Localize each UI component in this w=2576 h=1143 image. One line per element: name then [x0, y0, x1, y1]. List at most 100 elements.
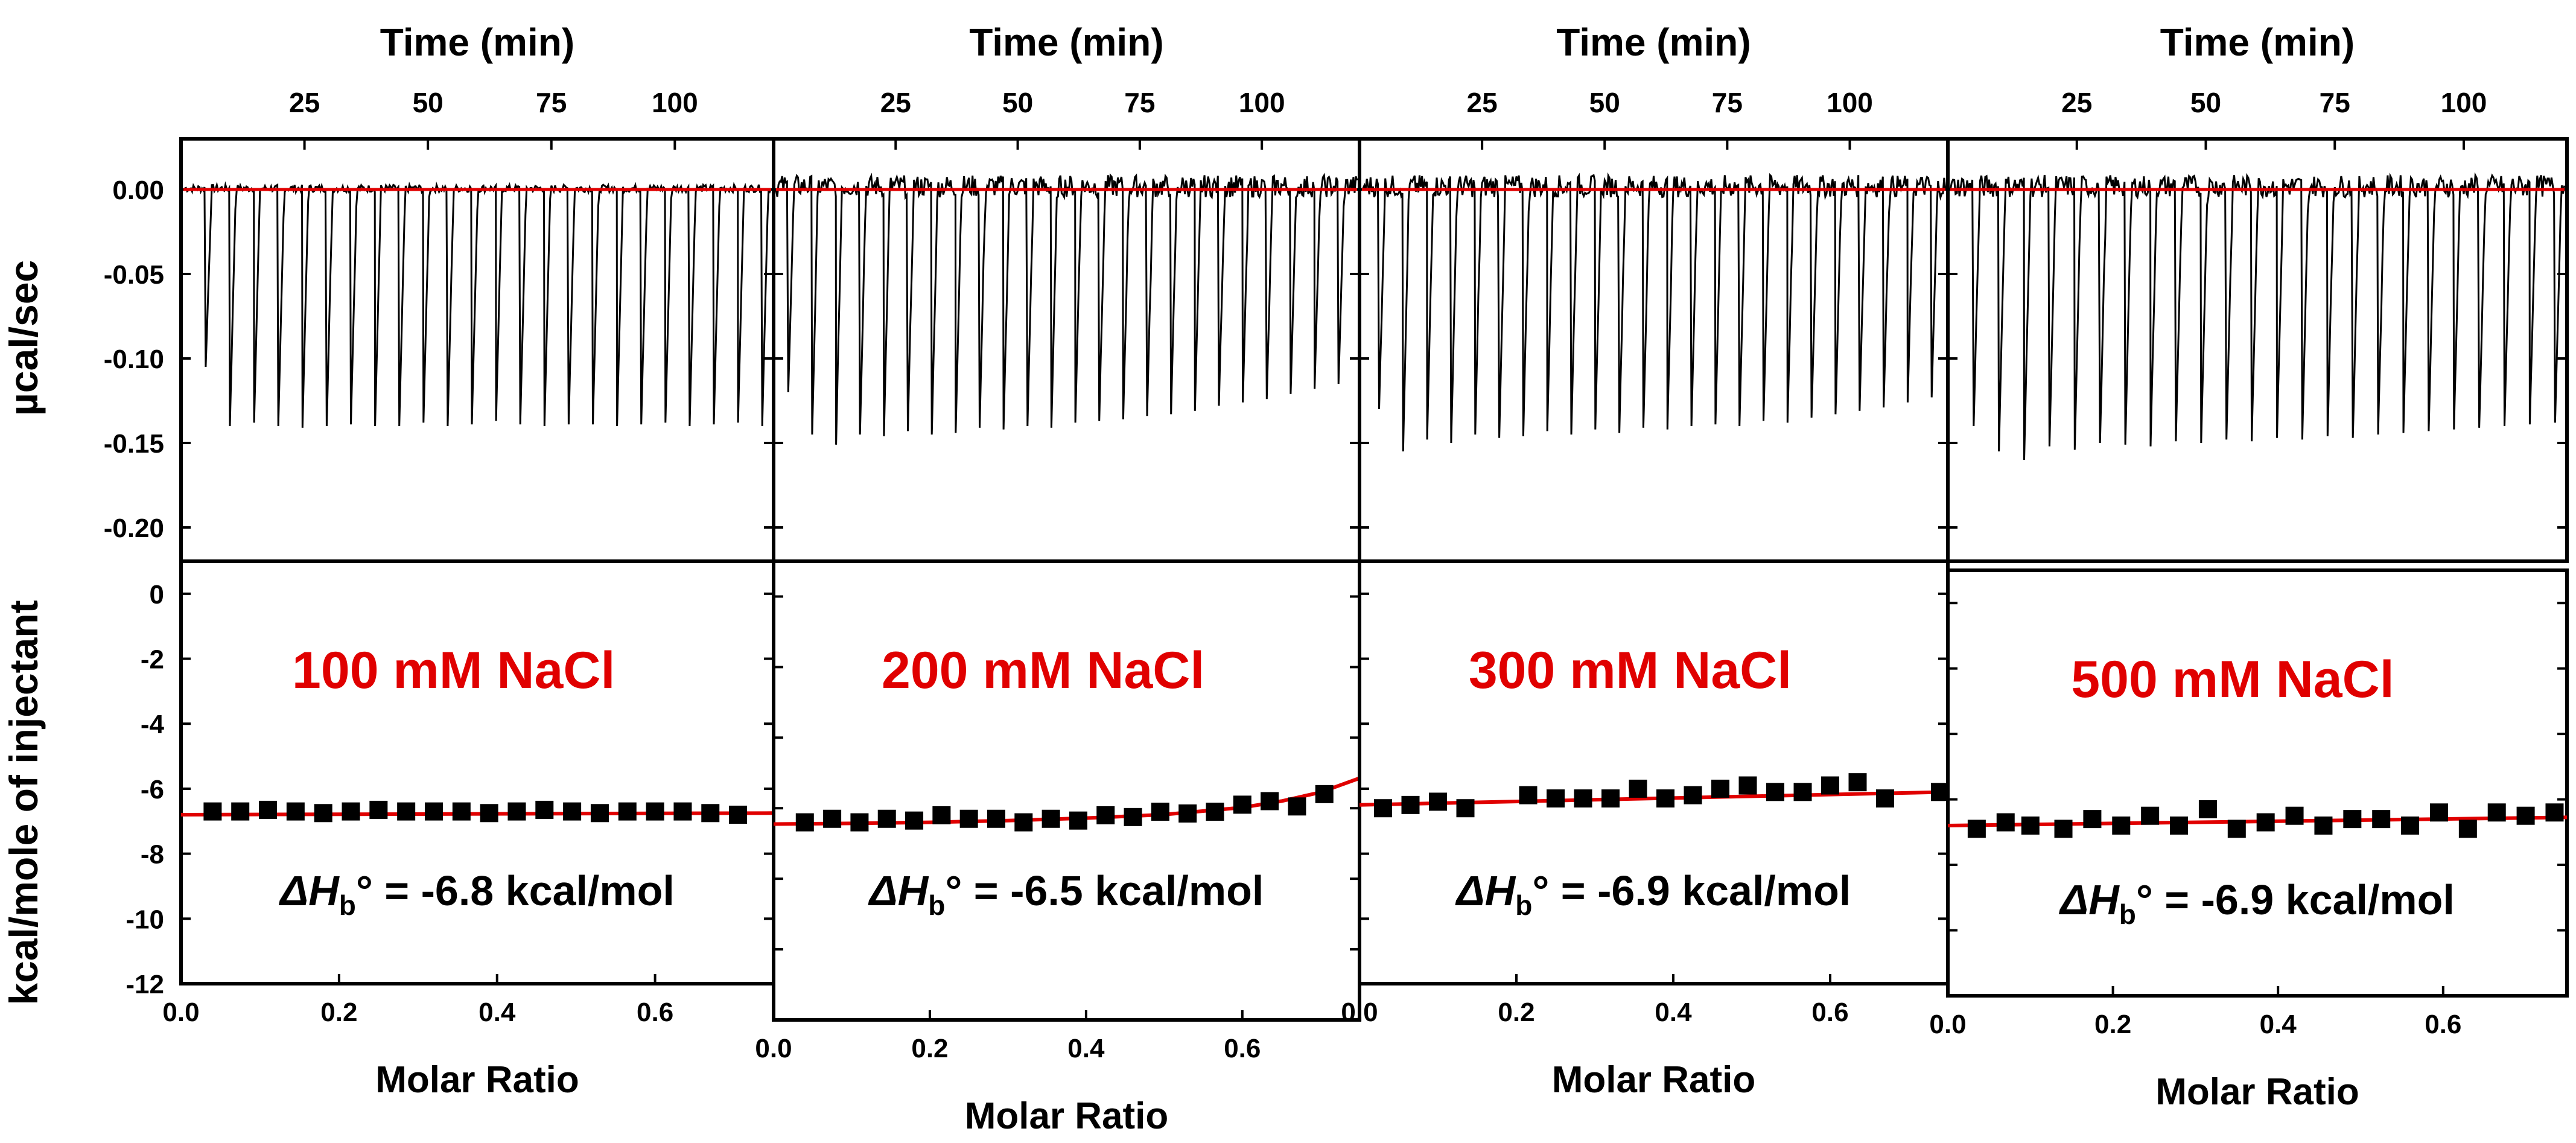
time-tick-label: 100: [652, 87, 698, 118]
x-axis-title: Molar Ratio: [1552, 1059, 1756, 1101]
time-tick-label: 25: [1467, 87, 1498, 118]
data-point: [1574, 789, 1592, 808]
data-point: [673, 802, 692, 821]
data-point: [1178, 804, 1197, 823]
time-tick-label: 100: [1239, 87, 1285, 118]
raw-panel-2: Time (min) 25 50 75 100: [772, 21, 1361, 563]
y-tick-label: -8: [141, 840, 164, 870]
data-point: [231, 802, 250, 821]
data-point: [1967, 820, 1986, 838]
time-tick-label: 50: [413, 87, 444, 118]
y-label-raw: µcal/sec: [1, 260, 46, 416]
data-point: [286, 802, 305, 821]
data-point: [729, 806, 748, 824]
data-point: [1261, 792, 1279, 810]
enthalpy-symbol: ΔH: [868, 867, 929, 914]
top-axis-title: Time (min): [969, 21, 1163, 64]
data-point: [2141, 806, 2160, 825]
data-point: [2112, 817, 2131, 835]
y-label-integrated: kcal/mole of injectant: [1, 600, 46, 1005]
x-tick-label: 0.6: [1224, 1034, 1261, 1063]
data-point: [1793, 783, 1812, 801]
x-tick-label: 0.4: [1067, 1034, 1105, 1063]
y-tick-label: -10: [126, 905, 164, 934]
enthalpy-value: ° = -6.5 kcal/mol: [945, 867, 1264, 914]
raw-trace: [775, 173, 1358, 445]
panels: Time (min) 25 50 75 100 0.00 -0.05 -0.10 -0.15 -0…: [104, 21, 2569, 1137]
data-point: [2429, 803, 2448, 822]
data-point: [795, 813, 814, 832]
data-point: [259, 800, 278, 819]
top-axis-title: Time (min): [2160, 21, 2355, 64]
time-tick-label: 50: [1002, 87, 1033, 118]
data-point: [1629, 779, 1647, 798]
data-point: [369, 800, 388, 819]
x-tick-label: 0.2: [911, 1034, 948, 1063]
integrated-frame: [1946, 568, 2569, 998]
data-point: [2487, 803, 2506, 822]
x-tick-label: 0.0: [1341, 998, 1378, 1027]
data-point: [1601, 789, 1620, 808]
data-point: [2170, 817, 2189, 835]
x-tick-label: 0.4: [2260, 1010, 2297, 1039]
x-tick-label: 0.6: [2425, 1010, 2461, 1039]
integrated-frame: [179, 559, 775, 985]
data-point: [618, 802, 637, 821]
x-tick-label: 0.2: [320, 998, 357, 1027]
y-tick-label: -0.10: [104, 345, 164, 374]
data-point: [1766, 783, 1784, 801]
data-point: [2083, 810, 2102, 829]
data-point: [1456, 799, 1475, 818]
x-tick-label: 0.0: [755, 1034, 792, 1063]
data-point: [701, 804, 720, 823]
x-axis-title: Molar Ratio: [375, 1059, 579, 1101]
y-tick-label: -0.05: [104, 260, 164, 290]
x-tick-label: 0.6: [1811, 998, 1848, 1027]
y-tick-label: 0.00: [112, 176, 164, 205]
y-tick-label: -0.15: [104, 429, 164, 459]
salt-condition-label: 200 mM NaCl: [882, 642, 1204, 699]
raw-panel-3: Time (min) 25 50 75 100: [1358, 21, 1950, 563]
data-point: [2314, 817, 2333, 835]
x-tick-label: 0.6: [637, 998, 673, 1027]
data-point: [1124, 807, 1142, 826]
top-axis-title: Time (min): [380, 21, 574, 64]
data-point: [342, 802, 360, 821]
raw-panel-1: Time (min) 25 50 75 100 0.00 -0.05 -0.10 -0.15 -0…: [104, 21, 775, 563]
enthalpy-value: ° = -6.9 kcal/mol: [2136, 876, 2455, 923]
enthalpy-label: ΔHb° = -6.8 kcal/mol: [278, 867, 675, 921]
data-point: [987, 809, 1005, 828]
data-point: [1042, 809, 1060, 828]
raw-frame: [1946, 137, 2569, 563]
data-point: [2256, 813, 2275, 832]
enthalpy-symbol: ΔH: [278, 867, 340, 914]
y-tick-label: -0.20: [104, 514, 164, 543]
enthalpy-value: ° = -6.8 kcal/mol: [356, 867, 675, 914]
enthalpy-label: ΔHb° = -6.5 kcal/mol: [868, 867, 1264, 921]
x-axis-title: Molar Ratio: [2155, 1071, 2359, 1113]
data-point: [1374, 799, 1392, 818]
time-tick-label: 75: [1124, 87, 1155, 118]
integrated-panel-3: 0.0 0.2 0.4 0.6 Molar Ratio 300 mM NaCl ΔHb° =…: [1341, 559, 1950, 1101]
fit-curve: [1359, 790, 1948, 807]
data-point: [2516, 806, 2535, 825]
data-point: [1684, 786, 1702, 804]
raw-trace: [1361, 172, 1947, 452]
data-point: [535, 800, 554, 819]
data-point: [823, 809, 842, 828]
data-point: [1656, 789, 1674, 808]
data-point: [397, 802, 416, 821]
y-tick-label: -2: [141, 645, 164, 675]
top-axis-title: Time (min): [1556, 21, 1751, 64]
enthalpy-label: ΔHb° = -6.9 kcal/mol: [2058, 876, 2455, 930]
data-point: [507, 802, 526, 821]
x-tick-label: 0.4: [479, 998, 516, 1027]
data-point: [1315, 785, 1334, 803]
data-point: [1821, 776, 1839, 795]
time-tick-label: 100: [2441, 87, 2487, 118]
enthalpy-symbol: ΔH: [2058, 876, 2120, 923]
enthalpy-symbol: ΔH: [1455, 867, 1516, 914]
integrated-panel-1: 0.0 0.2 0.4 0.6 Molar Ratio 0 -2 -4 -6 -8 -10 -12 10…: [126, 559, 775, 1101]
data-point: [850, 813, 869, 832]
data-point: [2227, 820, 2246, 838]
